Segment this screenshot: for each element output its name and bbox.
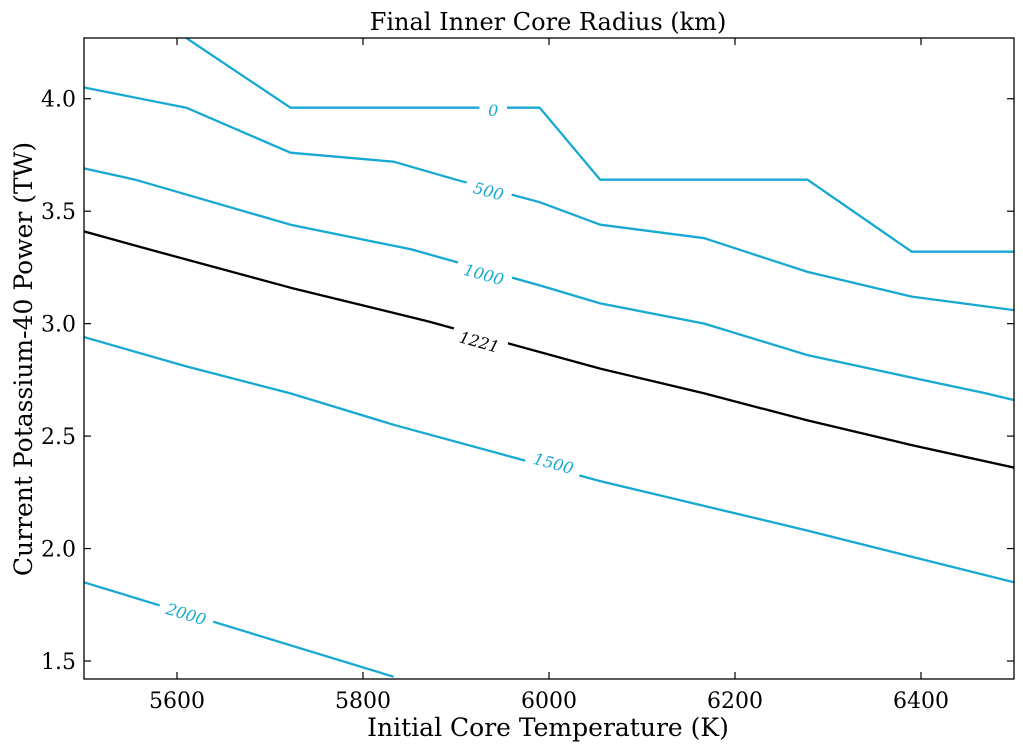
contour-line-500	[84, 86, 1014, 312]
plot-frame	[83, 37, 1015, 680]
y-tick-label: 3.5	[41, 200, 76, 225]
x-axis-ticks: 5600 5800 6000 6200 6400	[149, 38, 949, 714]
x-axis-label: Initial Core Temperature (K)	[367, 713, 729, 742]
contour-label-text-0: 0	[488, 101, 498, 120]
contour-label-1500: 1500	[523, 444, 584, 483]
y-tick-label: 4.0	[41, 88, 76, 113]
x-tick-label: 5600	[149, 689, 205, 714]
y-tick-label: 3.0	[41, 313, 76, 338]
x-tick-label: 6000	[521, 689, 577, 714]
x-tick-label: 6400	[893, 689, 949, 714]
chart-title: Final Inner Core Radius (km)	[370, 8, 727, 36]
y-tick-label: 1.5	[41, 650, 76, 675]
contour-label-1000: 1000	[453, 255, 515, 294]
contour-line-0	[185, 38, 1014, 253]
x-tick-label: 6200	[707, 689, 763, 714]
contour-label-1221: 1221	[449, 322, 510, 361]
contour-line-1221	[84, 230, 1014, 469]
contour-line-1000	[84, 167, 1014, 402]
y-tick-label: 2.0	[41, 538, 76, 563]
contour-label-0: 0	[479, 98, 507, 122]
contour-label-500: 500	[463, 173, 515, 209]
contour-line-2000	[84, 581, 395, 678]
y-tick-label: 2.5	[41, 425, 76, 450]
x-tick-label: 5800	[335, 689, 391, 714]
contour-line-1500	[84, 335, 1014, 584]
contour-label-2000: 2000	[156, 594, 217, 634]
y-axis-label: Current Potassium-40 Power (TW)	[9, 142, 38, 576]
y-axis-ticks: 1.5 2.0 2.5 3.0 3.5 4.0	[41, 88, 1014, 675]
contour-lines	[84, 38, 1014, 678]
